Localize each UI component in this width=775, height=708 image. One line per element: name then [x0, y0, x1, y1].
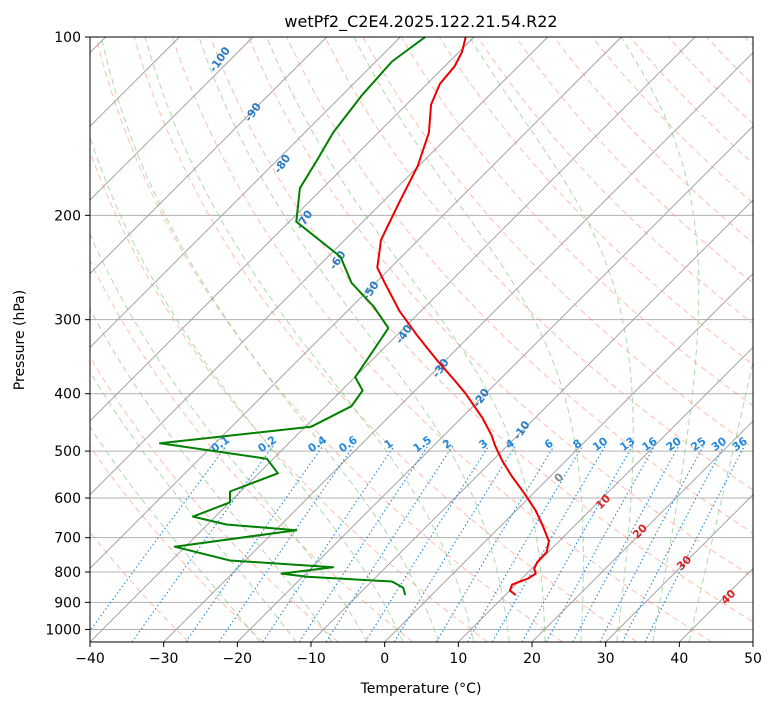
temperature-line	[376, 37, 550, 596]
isotherm-line	[752, 641, 753, 642]
x-tick-label: −10	[296, 651, 326, 667]
x-tick-label: −20	[223, 651, 253, 667]
dewpoint-line	[159, 37, 426, 596]
y-tick-label: 100	[54, 30, 81, 46]
plot-frame	[89, 36, 754, 643]
mixing-ratio-line	[545, 445, 656, 642]
x-tick-label: 50	[744, 651, 762, 667]
isotherm-line	[531, 420, 753, 642]
dry-adiabat-line	[171, 37, 712, 642]
dry-adiabat-line	[591, 37, 753, 204]
y-axis-label: Pressure (hPa)	[12, 290, 28, 390]
dry-adiabat-line	[286, 37, 753, 534]
dry-adiabat-line	[400, 37, 753, 407]
x-axis-label: Temperature (°C)	[360, 681, 482, 697]
moist-adiabat-line	[90, 135, 404, 642]
mixing-ratio-lines	[90, 445, 746, 642]
moist-adiabat-line	[100, 37, 439, 642]
x-tick-label: 10	[449, 651, 467, 667]
dry-adiabat-line	[133, 37, 638, 642]
y-tick-label: 400	[54, 387, 81, 403]
y-tick-label: 700	[54, 531, 81, 547]
dry-adiabat-line	[438, 37, 753, 366]
moist-adiabat-line	[353, 37, 584, 642]
mixing-ratio-line	[325, 445, 454, 642]
x-tick-label: 0	[380, 651, 389, 667]
mixing-ratio-line	[262, 445, 395, 642]
mixing-ratio-line	[644, 445, 746, 642]
dry-adiabat-line	[362, 37, 753, 449]
isotherm-line	[163, 52, 753, 642]
chart-title: wetPf2_C2E4.2025.122.21.54.R22	[284, 12, 557, 32]
x-tick-label: −40	[75, 651, 105, 667]
dry-adiabat-line	[629, 37, 753, 165]
x-tick-label: 40	[670, 651, 688, 667]
isotherm-line	[90, 37, 696, 642]
mixing-ratio-line	[467, 445, 584, 642]
isotherm-line	[90, 37, 254, 201]
dry-adiabat-line	[477, 37, 753, 325]
mixing-ratio-line	[131, 445, 274, 642]
moist-adiabat-line	[90, 232, 369, 642]
mixing-ratio-line	[298, 445, 429, 642]
moist-adiabat-line	[90, 370, 297, 642]
isotherm-line	[90, 37, 622, 569]
dry-adiabat-line	[90, 150, 488, 642]
moist-adiabat-line	[90, 308, 333, 642]
y-tick-label: 600	[54, 491, 81, 507]
mixing-ratio-line	[435, 445, 555, 642]
isotherm-line	[384, 273, 753, 642]
isotherm-line	[90, 37, 548, 496]
moist-adiabat-line	[144, 37, 475, 642]
mixing-ratio-line	[218, 445, 355, 642]
moist-adiabat-line	[198, 37, 510, 642]
x-tick-label: −30	[149, 651, 179, 667]
dry-adiabat-line	[248, 37, 753, 578]
dry-adiabat-line	[90, 445, 264, 642]
moist-adiabat-line	[90, 426, 261, 642]
isotherms	[90, 37, 753, 642]
dry-adiabat-line	[90, 259, 414, 642]
y-tick-label: 300	[54, 313, 81, 329]
sounding-series	[159, 37, 550, 596]
y-tick-label: 900	[54, 595, 81, 611]
moist-adiabat-line	[266, 37, 546, 642]
x-tick-label: 20	[523, 651, 541, 667]
y-tick-label: 1000	[45, 622, 81, 638]
mixing-ratio-line	[393, 445, 516, 642]
moist-adiabat-line	[620, 37, 700, 642]
isotherm-line	[90, 37, 475, 422]
y-tick-label: 500	[54, 444, 81, 460]
y-tick-label: 200	[54, 208, 81, 224]
axis-ticks: −40 −30 −20 −10 0 10 20 30 40 50 100 200 300 400 500 60…	[45, 30, 762, 667]
dry-adiabat-line	[553, 37, 753, 244]
moist-adiabat-line	[688, 358, 753, 642]
pressure-gridlines	[90, 37, 753, 630]
mixing-ratio-line	[621, 445, 725, 642]
dry-adiabat-line	[95, 37, 563, 642]
mixing-ratio-line	[364, 445, 490, 642]
y-tick-label: 800	[54, 565, 81, 581]
isotherm-line	[605, 494, 753, 642]
isotherm-line	[310, 199, 753, 642]
isotherm-line	[90, 37, 327, 275]
isotherm-line	[458, 346, 753, 642]
dry-adiabats	[90, 37, 753, 642]
isotherm-line	[237, 125, 753, 642]
isotherm-line	[90, 37, 401, 348]
x-tick-label: 30	[597, 651, 615, 667]
mixing-ratio-line	[521, 445, 633, 642]
